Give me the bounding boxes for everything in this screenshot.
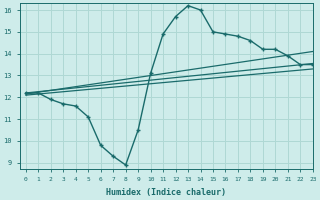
X-axis label: Humidex (Indice chaleur): Humidex (Indice chaleur)	[106, 188, 226, 197]
